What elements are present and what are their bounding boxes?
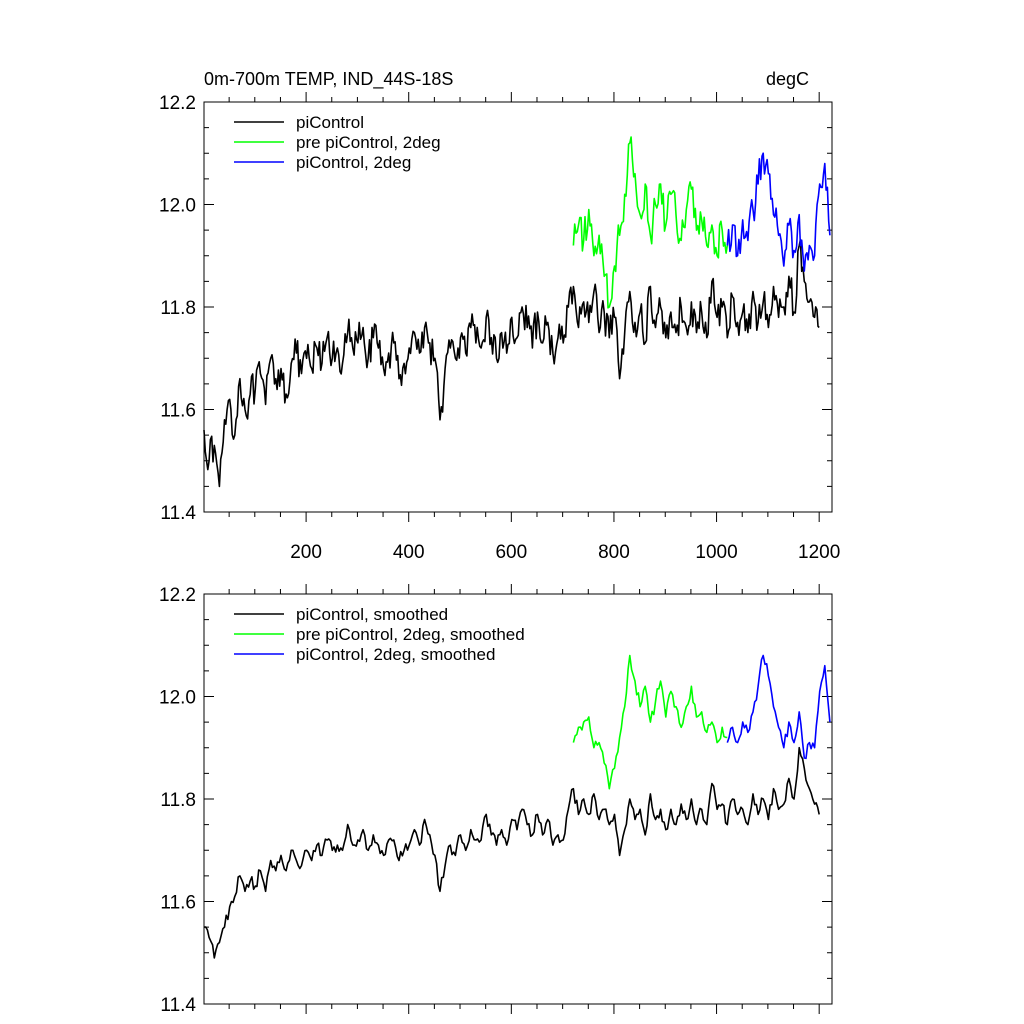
y-tick-label: 12.0 [159, 688, 196, 709]
y-tick-label: 11.6 [160, 893, 196, 914]
y-tick-label: 12.0 [159, 196, 196, 217]
y-tick-label: 11.6 [160, 401, 196, 422]
x-tick-label: 1000 [695, 542, 737, 563]
y-tick-label: 12.2 [159, 93, 196, 114]
top-series-lines [203, 136, 831, 488]
units-label: degC [766, 69, 809, 89]
series-line-0 [203, 238, 820, 488]
x-tick-label: 600 [495, 542, 527, 563]
y-tick-label: 11.4 [160, 503, 196, 524]
y-tick-label: 11.4 [160, 995, 196, 1016]
bottom-series-lines [203, 654, 831, 959]
legend-label: piControl, smoothed [296, 605, 448, 624]
top-axes: 11.4 11.6 11.8 12.0 12.2 200 400 600 800 1000 1200 [159, 92, 840, 563]
legend-label: pre piControl, 2deg, smoothed [296, 625, 525, 644]
legend-label: piControl, 2deg [296, 153, 411, 172]
x-tick-label: 800 [598, 542, 630, 563]
y-tick-label: 11.8 [160, 298, 196, 319]
top-panel: 0m-700m TEMP, IND_44S-18S degC 11.411.61… [159, 69, 840, 563]
legend-label: piControl, 2deg, smoothed [296, 645, 495, 664]
bottom-plot-frame [203, 593, 833, 1005]
series-line-0 [203, 746, 820, 959]
top-plot-frame [203, 101, 833, 513]
x-tick-label: 1200 [798, 542, 840, 563]
legend-label: piControl [296, 113, 364, 132]
x-tick-label: 200 [290, 542, 322, 563]
chart-title: 0m-700m TEMP, IND_44S-18S [204, 69, 453, 90]
legend-label: pre piControl, 2deg [296, 133, 441, 152]
series-line-2 [726, 654, 831, 760]
series-line-2 [726, 152, 831, 272]
bottom-panel: 11.4 11.6 11.8 12.0 12.2 piControl, smoothed… [159, 584, 833, 1016]
y-tick-label: 12.2 [159, 585, 196, 606]
series-line-1 [572, 136, 729, 309]
x-tick-label: 400 [393, 542, 425, 563]
series-line-1 [572, 654, 728, 790]
bottom-axes: 11.4 11.6 11.8 12.0 12.2 [159, 584, 832, 1016]
y-tick-label: 11.8 [160, 790, 196, 811]
